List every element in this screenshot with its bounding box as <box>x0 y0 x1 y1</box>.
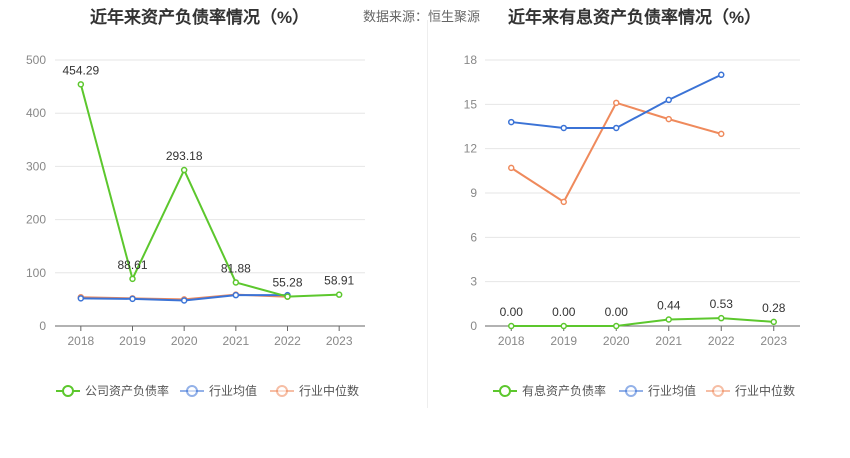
left-chart-title: 近年来资产负债率情况（%） <box>90 8 310 27</box>
right-y-tick-label: 9 <box>470 186 477 200</box>
right-series-0-point[interactable] <box>508 322 515 330</box>
legend-label: 公司资产负债率 <box>85 383 169 398</box>
left-x-tick-label: 2023 <box>326 334 353 348</box>
right-data-label: 0.28 <box>762 301 786 315</box>
legend-marker-icon <box>186 385 198 397</box>
legend-label: 行业中位数 <box>299 383 359 398</box>
left-y-tick-label: 200 <box>26 213 46 227</box>
right-series-1-point[interactable] <box>613 124 620 132</box>
data-source-label: 数据来源：恒生聚源 <box>363 9 481 24</box>
right-series-2-point[interactable] <box>718 130 725 138</box>
left-series-0-point[interactable] <box>180 166 188 174</box>
left-x-tick-label: 2020 <box>171 334 198 348</box>
right-y-tick-label: 18 <box>464 53 478 67</box>
left-x-tick-label: 2019 <box>119 334 146 348</box>
left-series-0-point[interactable] <box>129 275 136 283</box>
legend-label: 行业中位数 <box>735 383 795 398</box>
legend-marker-icon <box>62 385 74 397</box>
left-data-label: 58.91 <box>324 274 354 288</box>
right-series-1-point[interactable] <box>665 96 672 104</box>
right-x-tick-label: 2022 <box>708 334 735 348</box>
right-x-tick-label: 2020 <box>603 334 630 348</box>
right-y-tick-label: 6 <box>470 230 477 244</box>
right-series-2-point[interactable] <box>613 99 620 107</box>
right-series-1-point[interactable] <box>508 118 515 126</box>
left-x-tick-label: 2018 <box>67 334 94 348</box>
left-x-tick-label: 2022 <box>274 334 301 348</box>
left-series-1-point[interactable] <box>77 295 85 302</box>
left-series-0-point[interactable] <box>232 279 240 286</box>
right-series-line-0 <box>511 317 774 327</box>
right-series-1-point[interactable] <box>560 124 567 132</box>
left-legend-item-1[interactable]: 行业均值 <box>180 383 257 398</box>
right-series-0-point[interactable] <box>718 314 725 322</box>
left-y-tick-label: 500 <box>26 53 46 67</box>
left-legend-item-2[interactable]: 行业中位数 <box>270 383 359 398</box>
left-series-1-point[interactable] <box>232 291 240 299</box>
left-legend-item-0[interactable]: 公司资产负债率 <box>56 383 169 398</box>
left-series-0-point[interactable] <box>284 293 291 300</box>
right-x-tick-label: 2021 <box>655 334 682 348</box>
right-x-tick-label: 2019 <box>550 334 577 348</box>
legend-marker-icon <box>276 385 288 397</box>
left-series-1-point[interactable] <box>180 297 188 304</box>
chart-divider <box>427 20 428 408</box>
right-data-label: 0.00 <box>500 305 524 319</box>
left-data-label: 55.28 <box>272 276 302 290</box>
right-y-tick-label: 15 <box>464 97 478 111</box>
left-y-tick-label: 300 <box>26 159 46 173</box>
right-series-line-2 <box>510 101 722 203</box>
left-series-0-point[interactable] <box>77 81 85 88</box>
legend-marker-icon <box>712 385 724 397</box>
right-chart-title: 近年来有息资产负债率情况（%） <box>508 8 762 27</box>
left-x-tick-label: 2021 <box>222 334 249 348</box>
left-data-label: 454.29 <box>62 63 99 77</box>
left-y-tick-label: 100 <box>26 266 46 280</box>
right-series-0-point[interactable] <box>613 322 620 330</box>
right-legend-item-1[interactable]: 行业均值 <box>619 383 696 398</box>
right-y-tick-label: 0 <box>470 319 477 333</box>
right-series-2-point[interactable] <box>508 164 515 172</box>
left-series-0-point[interactable] <box>335 291 343 298</box>
right-series-1-point[interactable] <box>718 71 725 79</box>
left-data-label: 81.88 <box>221 261 251 275</box>
right-series-0-point[interactable] <box>665 316 672 323</box>
left-series-1-point[interactable] <box>129 295 136 303</box>
right-legend-item-2[interactable]: 行业中位数 <box>706 383 795 398</box>
left-y-tick-label: 400 <box>26 106 46 120</box>
left-y-tick-label: 0 <box>39 319 46 333</box>
legend-marker-icon <box>499 385 511 397</box>
legend-label: 行业均值 <box>648 383 696 398</box>
left-series-line-0 <box>79 84 340 298</box>
legend-label: 行业均值 <box>209 383 257 398</box>
right-data-label: 0.44 <box>657 298 681 312</box>
right-legend-item-0[interactable]: 有息资产负债率 <box>493 383 606 398</box>
right-series-0-point[interactable] <box>770 318 777 326</box>
right-series-0-point[interactable] <box>560 322 567 330</box>
right-y-tick-label: 12 <box>464 142 478 156</box>
left-data-label: 88.61 <box>117 258 147 272</box>
right-x-tick-label: 2023 <box>760 334 787 348</box>
right-x-tick-label: 2018 <box>498 334 525 348</box>
debt-ratio-chart: 0 100 200 300 400 500 2018 2019 2020 2021 2022 2023… <box>26 53 365 398</box>
right-data-label: 0.53 <box>710 297 734 311</box>
right-series-2-point[interactable] <box>665 115 672 123</box>
right-data-label: 0.00 <box>552 305 576 319</box>
left-data-label: 293.18 <box>166 149 203 163</box>
right-series-2-point[interactable] <box>560 198 567 206</box>
right-y-tick-label: 3 <box>470 275 477 289</box>
legend-label: 有息资产负债率 <box>522 383 606 398</box>
legend-marker-icon <box>625 385 637 397</box>
right-data-label: 0.00 <box>605 305 629 319</box>
